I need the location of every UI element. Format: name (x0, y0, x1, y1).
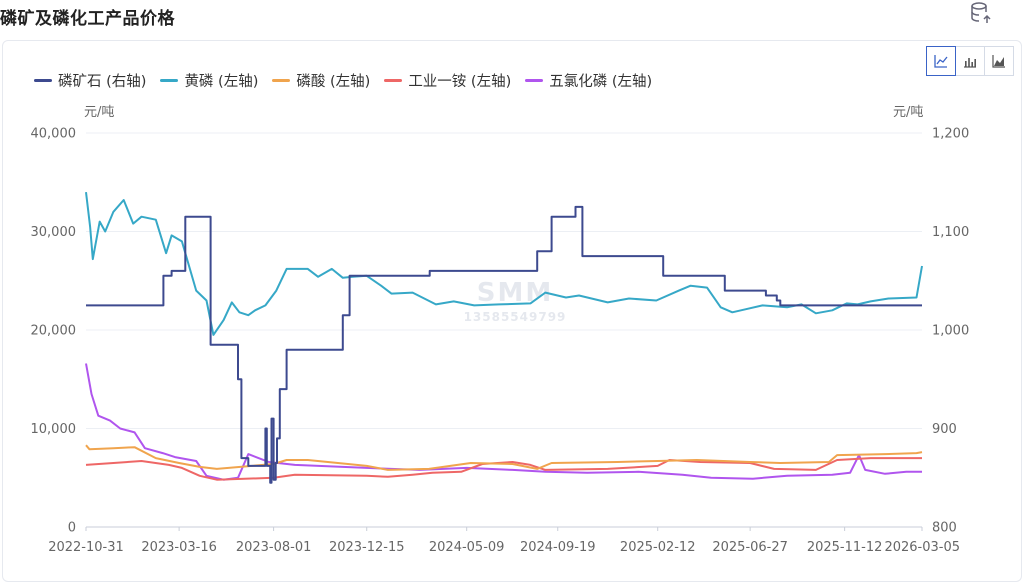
legend-label: 黄磷 (左轴) (184, 74, 259, 90)
grid-layer (86, 132, 922, 528)
legend-item-phosphoric-acid[interactable]: 磷酸 (左轴) (272, 70, 370, 91)
x-axis-tick-label: 2025-02-12 (620, 540, 696, 555)
legend-item-yellow-phosphorus[interactable]: 黄磷 (左轴) (160, 70, 258, 91)
x-axis-tick-label: 2023-08-01 (236, 540, 312, 555)
view-switch (926, 46, 1014, 76)
series-line-3 (85, 457, 922, 481)
x-axis-tick-label: 2023-03-16 (141, 540, 217, 555)
series-layer (85, 191, 923, 484)
left-axis-tick-label: 10,000 (31, 422, 77, 437)
legend-swatch (384, 79, 403, 82)
right-axis-unit: 元/吨 (893, 105, 924, 120)
view-line-button[interactable] (926, 46, 956, 76)
right-axis-tick-label: 1,000 (932, 324, 969, 339)
left-axis-unit: 元/吨 (84, 105, 115, 120)
legend-swatch (525, 79, 544, 82)
chart-legend: 磷矿石 (右轴) 黄磷 (左轴) 磷酸 (左轴) 工业一铵 (左轴) 五氯化磷 … (34, 70, 666, 91)
series-line-2 (85, 444, 923, 471)
left-axis-tick-label: 40,000 (31, 127, 77, 142)
right-axis-tick-label: 800 (932, 521, 957, 536)
legend-swatch (34, 79, 52, 82)
axis-layer: 0 800 10,000 900 20,000 1,000 30,000 1,100 40,00… (31, 127, 970, 556)
legend-item-industrial-map[interactable]: 工业一铵 (左轴) (384, 70, 511, 91)
right-axis-tick-label: 1,200 (932, 127, 969, 142)
line-chart: 0 800 10,000 900 20,000 1,000 30,000 1,100 40,00… (31, 127, 970, 556)
right-axis-tick-label: 1,100 (932, 225, 969, 240)
legend-label: 五氯化磷 (左轴) (549, 74, 653, 90)
left-axis-tick-label: 20,000 (31, 324, 77, 339)
right-axis-tick-label: 900 (932, 422, 957, 437)
legend-swatch (272, 79, 291, 82)
legend-swatch (160, 79, 179, 82)
x-axis-tick-label: 2022-10-31 (48, 540, 124, 555)
watermark-number: 13585549799 (463, 310, 567, 324)
left-axis-tick-label: 30,000 (31, 225, 77, 240)
x-axis-tick-label: 2024-05-09 (429, 540, 505, 555)
legend-item-phosphorus-pentachloride[interactable]: 五氯化磷 (左轴) (525, 70, 652, 91)
left-axis-tick-label: 0 (68, 521, 76, 536)
area-chart-icon (992, 55, 1005, 68)
series-line-0 (86, 205, 922, 484)
bar-chart-icon (964, 58, 976, 68)
series-line-1 (85, 191, 923, 336)
legend-item-phosphate-rock[interactable]: 磷矿石 (右轴) (34, 70, 146, 91)
view-area-button[interactable] (984, 46, 1014, 76)
legend-label: 工业一铵 (左轴) (408, 74, 512, 90)
x-axis-tick-label: 2026-03-05 (884, 540, 960, 555)
legend-label: 磷酸 (左轴) (296, 74, 371, 90)
x-axis-tick-label: 2023-12-15 (329, 540, 405, 555)
x-axis-tick-label: 2024-09-19 (520, 540, 596, 555)
page-title: 磷矿及磷化工产品价格 (0, 9, 175, 29)
line-chart-icon (934, 55, 948, 68)
chart-panel (2, 40, 1022, 582)
database-export-icon[interactable] (968, 0, 994, 26)
x-axis-tick-label: 2025-11-12 (807, 540, 883, 555)
x-axis-tick-label: 2025-06-27 (712, 540, 788, 555)
legend-label: 磷矿石 (右轴) (58, 74, 147, 90)
